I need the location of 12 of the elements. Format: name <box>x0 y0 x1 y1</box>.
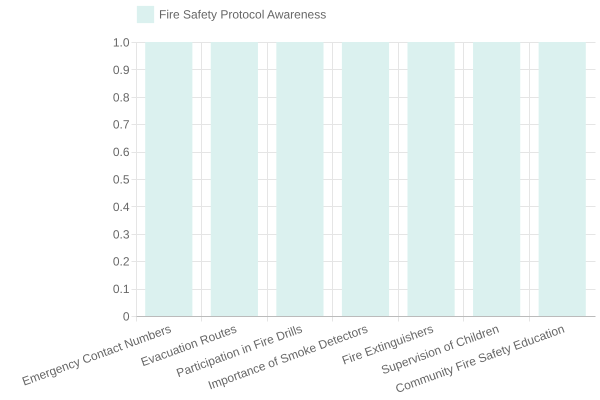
y-tick-label: 1.0 <box>112 36 130 50</box>
legend-label: Fire Safety Protocol Awareness <box>159 8 326 22</box>
y-tick-label: 0.3 <box>112 227 130 242</box>
y-tick-label: 0.1 <box>112 282 130 296</box>
y-tick-label: 0.5 <box>112 172 130 186</box>
y-tick-label: 0.6 <box>112 145 130 160</box>
y-tick-label: 0.4 <box>112 200 130 214</box>
y-tick-label: 0.9 <box>112 62 130 77</box>
y-tick-label: 0 <box>122 310 130 324</box>
y-tick-label: 0.2 <box>112 254 130 269</box>
y-tick-label: 0.7 <box>112 118 130 132</box>
y-tick-label: 0.8 <box>112 90 130 104</box>
